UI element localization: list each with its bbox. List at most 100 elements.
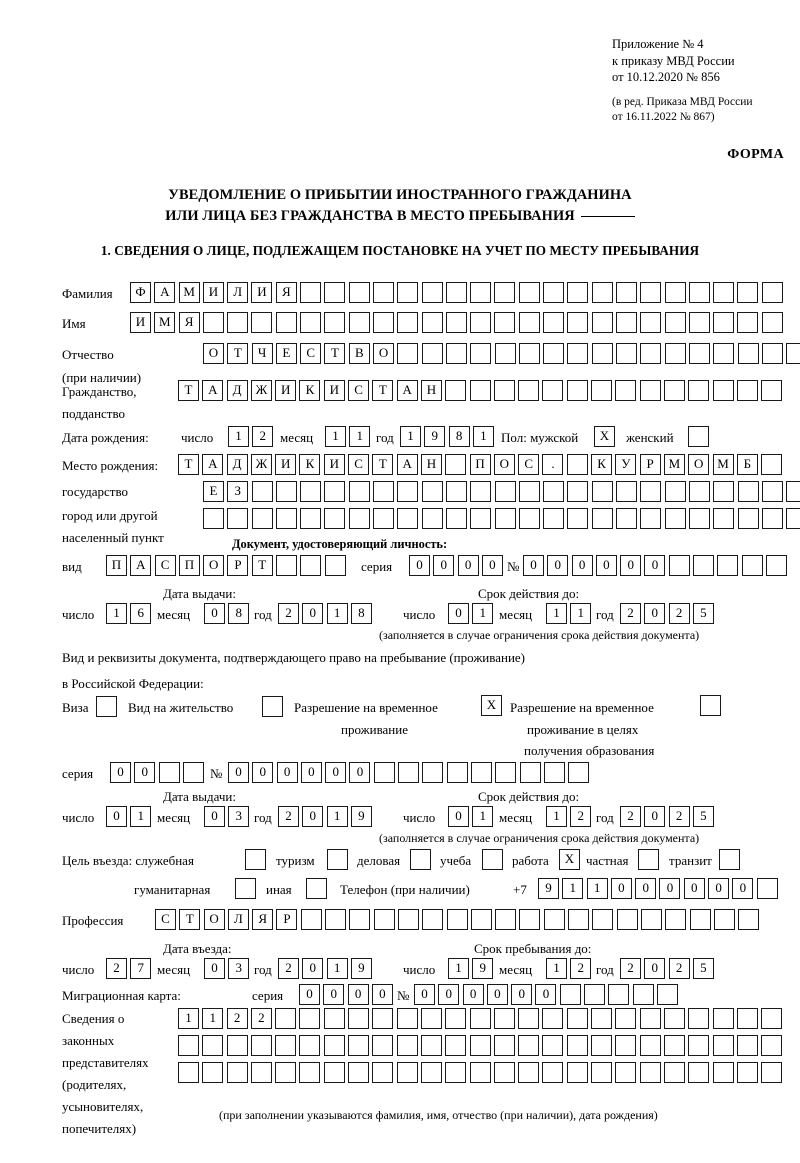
char-box[interactable]: 2 <box>668 603 690 624</box>
char-box[interactable] <box>373 508 395 529</box>
char-box[interactable]: 0 <box>438 984 460 1005</box>
purpose-other-checkbox[interactable] <box>306 878 327 899</box>
char-box[interactable]: К <box>299 454 321 475</box>
char-box[interactable] <box>445 454 467 475</box>
char-box[interactable] <box>608 984 630 1005</box>
char-box[interactable]: Т <box>178 454 199 475</box>
char-box[interactable]: 0 <box>204 806 225 827</box>
char-box[interactable] <box>226 1035 248 1056</box>
char-box[interactable]: Ж <box>250 454 272 475</box>
purpose-study-checkbox[interactable] <box>482 849 503 870</box>
char-box[interactable] <box>713 508 735 529</box>
char-box[interactable] <box>591 282 613 303</box>
purpose-transit-checkbox[interactable] <box>719 849 740 870</box>
char-box[interactable] <box>324 555 346 576</box>
char-box[interactable] <box>275 508 297 529</box>
char-box[interactable] <box>736 1062 758 1083</box>
char-box[interactable]: С <box>348 454 370 475</box>
char-box[interactable]: 5 <box>692 806 714 827</box>
char-box[interactable] <box>300 555 322 576</box>
char-box[interactable]: И <box>323 454 345 475</box>
char-box[interactable] <box>420 1062 442 1083</box>
char-box[interactable] <box>445 1062 467 1083</box>
edu-residence-checkbox[interactable] <box>700 695 721 716</box>
char-box[interactable] <box>324 481 346 502</box>
char-box[interactable]: И <box>251 282 273 303</box>
char-box[interactable]: . <box>542 454 564 475</box>
char-box[interactable]: М <box>712 454 734 475</box>
char-box[interactable] <box>251 481 273 502</box>
char-box[interactable] <box>300 282 322 303</box>
char-box[interactable] <box>372 1035 394 1056</box>
char-box[interactable] <box>713 909 735 930</box>
char-box[interactable] <box>761 380 783 401</box>
char-box[interactable] <box>396 1035 418 1056</box>
char-box[interactable] <box>445 508 467 529</box>
char-box[interactable] <box>592 909 614 930</box>
char-box[interactable] <box>591 1062 613 1083</box>
char-box[interactable]: И <box>275 380 297 401</box>
char-box[interactable] <box>567 282 589 303</box>
char-box[interactable]: 0 <box>635 878 657 899</box>
char-box[interactable]: А <box>154 282 176 303</box>
char-box[interactable] <box>591 380 613 401</box>
char-box[interactable] <box>542 380 564 401</box>
char-box[interactable] <box>566 1008 588 1029</box>
char-box[interactable] <box>736 380 758 401</box>
char-box[interactable] <box>398 762 420 783</box>
char-box[interactable] <box>584 984 606 1005</box>
char-box[interactable] <box>737 282 759 303</box>
char-box[interactable]: 0 <box>523 555 544 576</box>
sex-female-checkbox[interactable] <box>688 426 709 447</box>
char-box[interactable]: П <box>178 555 200 576</box>
char-box[interactable]: 2 <box>570 806 592 827</box>
char-box[interactable]: 1 <box>570 603 592 624</box>
char-box[interactable] <box>178 1035 199 1056</box>
char-box[interactable]: 0 <box>595 555 617 576</box>
char-box[interactable] <box>493 1008 515 1029</box>
char-box[interactable] <box>469 1008 491 1029</box>
char-box[interactable]: 0 <box>457 555 479 576</box>
char-box[interactable] <box>396 1062 418 1083</box>
char-box[interactable] <box>518 481 540 502</box>
char-box[interactable] <box>202 312 224 333</box>
char-box[interactable] <box>542 1062 564 1083</box>
char-box[interactable] <box>591 1035 613 1056</box>
char-box[interactable]: 1 <box>325 426 346 447</box>
char-box[interactable] <box>300 312 322 333</box>
char-box[interactable] <box>445 1008 467 1029</box>
char-box[interactable] <box>712 1008 734 1029</box>
char-box[interactable] <box>615 1035 637 1056</box>
char-box[interactable] <box>688 1035 710 1056</box>
char-box[interactable] <box>640 909 662 930</box>
char-box[interactable] <box>372 1062 394 1083</box>
char-box[interactable] <box>615 282 637 303</box>
char-box[interactable] <box>566 454 588 475</box>
char-box[interactable] <box>493 1062 515 1083</box>
char-box[interactable] <box>688 343 710 364</box>
char-box[interactable]: Н <box>420 380 442 401</box>
char-box[interactable] <box>518 1035 540 1056</box>
char-box[interactable] <box>591 343 613 364</box>
char-box[interactable] <box>325 909 347 930</box>
char-box[interactable] <box>737 312 759 333</box>
char-box[interactable] <box>397 343 419 364</box>
char-box[interactable] <box>227 508 249 529</box>
char-box[interactable] <box>420 1008 442 1029</box>
char-box[interactable] <box>445 1035 467 1056</box>
char-box[interactable] <box>542 1035 564 1056</box>
char-box[interactable] <box>639 1062 661 1083</box>
char-box[interactable] <box>688 1062 710 1083</box>
char-box[interactable] <box>494 481 516 502</box>
char-box[interactable] <box>568 909 590 930</box>
char-box[interactable] <box>693 555 715 576</box>
char-box[interactable] <box>688 380 710 401</box>
char-box[interactable] <box>639 1035 661 1056</box>
char-box[interactable] <box>559 984 581 1005</box>
